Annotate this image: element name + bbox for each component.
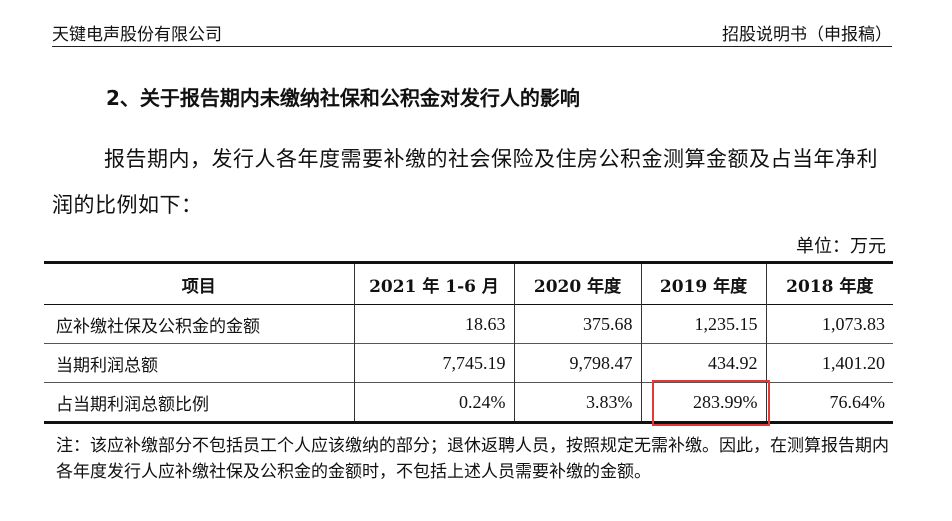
column-header-2018: 2018 年度 <box>765 262 893 305</box>
cell-value: 0.24% <box>353 382 514 423</box>
row-label: 占当期利润总额比例 <box>56 394 209 415</box>
row-label: 应补缴社保及公积金的金额 <box>56 316 260 337</box>
cell-value: 1,235.15 <box>640 304 766 344</box>
intro-paragraph: 报告期内，发行人各年度需要补缴的社会保险及住房公积金测算金额及占当年净利润的比例… <box>52 147 878 217</box>
cell-value: 3.83% <box>513 382 641 423</box>
highlighted-cell: 283.99% <box>640 380 770 426</box>
contribution-table: 项目 2021 年 1-6 月 2020 年度 2019 年度 2018 年度 … <box>44 261 893 426</box>
table-row: 当期利润总额 7,745.19 9,798.47 434.92 1,401.20 <box>44 343 893 383</box>
cell-value: 76.64% <box>765 382 893 423</box>
cell-value: 1,401.20 <box>765 343 893 383</box>
cell-value: 434.92 <box>640 343 766 383</box>
table-row: 应补缴社保及公积金的金额 18.63 375.68 1,235.15 1,073… <box>44 304 893 344</box>
column-header-item: 项目 <box>181 276 216 297</box>
column-header-2021h1: 2021 年 1-6 月 <box>353 262 514 305</box>
page-header: 天键电声股份有限公司 招股说明书（申报稿） <box>52 18 892 47</box>
table-header-row: 项目 2021 年 1-6 月 2020 年度 2019 年度 2018 年度 <box>44 262 893 305</box>
column-header-2019: 2019 年度 <box>640 262 766 305</box>
cell-value: 375.68 <box>513 304 641 344</box>
cell-value: 18.63 <box>353 304 514 344</box>
document-type: 招股说明书（申报稿） <box>722 25 892 45</box>
section-heading: 2、关于报告期内未缴纳社保和公积金对发行人的影响 <box>106 86 580 110</box>
row-label: 当期利润总额 <box>56 355 158 376</box>
table-note: 注：该应补缴部分不包括员工个人应该缴纳的部分；退休返聘人员，按照规定无需补缴。因… <box>56 436 889 482</box>
column-header-2020: 2020 年度 <box>513 262 641 305</box>
cell-value: 1,073.83 <box>765 304 893 344</box>
cell-value: 7,745.19 <box>353 343 514 383</box>
company-name: 天键电声股份有限公司 <box>52 25 222 45</box>
cell-value: 9,798.47 <box>513 343 641 383</box>
table-row: 占当期利润总额比例 0.24% 3.83% 283.99% 76.64% <box>44 380 893 426</box>
cell-value: 283.99% <box>693 391 758 412</box>
unit-label: 单位：万元 <box>796 236 886 257</box>
